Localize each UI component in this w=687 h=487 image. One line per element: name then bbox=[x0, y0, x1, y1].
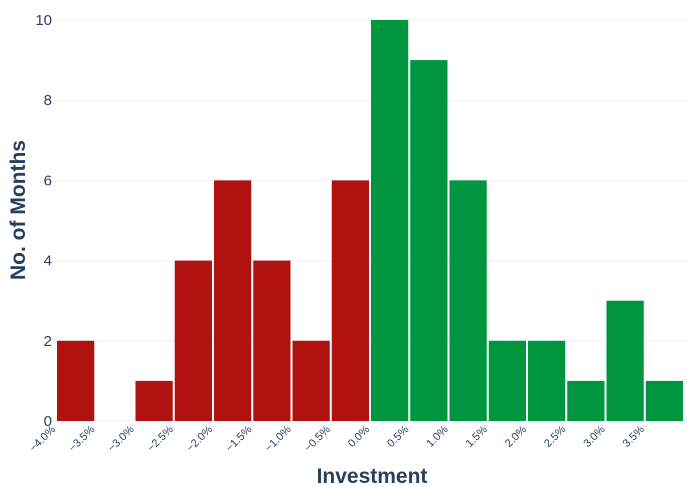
y-tick-label: 10 bbox=[35, 12, 52, 29]
x-tick-label: 3.5% bbox=[621, 423, 647, 449]
bar-negative-4 bbox=[174, 260, 212, 421]
bar-negative-5 bbox=[214, 180, 252, 421]
x-tick-label: −1.5% bbox=[224, 423, 255, 454]
x-axis-ticks: −4.0% −3.5% −3.0% −2.5% −2.0% −1.5% −1.0% −0.5%… bbox=[27, 423, 647, 454]
y-tick-label: 4 bbox=[44, 253, 52, 270]
x-tick-label: 1.5% bbox=[464, 423, 490, 449]
x-tick-label: −2.0% bbox=[184, 423, 215, 454]
x-tick-label: 0.5% bbox=[385, 423, 411, 449]
x-tick-label: −3.5% bbox=[67, 423, 98, 454]
bar-positive-6 bbox=[606, 300, 644, 421]
x-tick-label: 0.0% bbox=[346, 423, 372, 449]
y-tick-label: 6 bbox=[44, 172, 52, 189]
x-tick-label: 3.0% bbox=[581, 423, 607, 449]
y-axis-ticks: 0 2 4 6 8 10 bbox=[35, 12, 52, 430]
bar-positive-2 bbox=[449, 180, 487, 421]
bar-positive-7 bbox=[645, 380, 683, 421]
x-tick-label: 1.0% bbox=[424, 423, 450, 449]
y-tick-label: 8 bbox=[44, 92, 52, 109]
x-axis-title: Investment bbox=[317, 465, 428, 487]
bar-positive-3 bbox=[488, 340, 526, 421]
x-tick-label: −1.0% bbox=[263, 423, 294, 454]
bar-negative-3 bbox=[135, 380, 173, 421]
y-tick-label: 0 bbox=[44, 413, 52, 430]
bar-negative-6 bbox=[253, 260, 291, 421]
bar-positive-0 bbox=[371, 20, 409, 421]
x-tick-label: −0.5% bbox=[302, 423, 333, 454]
y-tick-label: 2 bbox=[44, 333, 52, 350]
x-tick-label: −2.5% bbox=[145, 423, 176, 454]
bar-negative-7 bbox=[292, 340, 330, 421]
bar-negative-1 bbox=[57, 340, 95, 421]
y-axis-title: No. of Months bbox=[7, 140, 30, 280]
bar-positive-1 bbox=[410, 60, 448, 421]
x-tick-label: 2.0% bbox=[503, 423, 529, 449]
x-tick-label: 2.5% bbox=[542, 423, 568, 449]
bar-positive-5 bbox=[567, 380, 605, 421]
x-tick-label: −3.0% bbox=[106, 423, 137, 454]
bar-positive-4 bbox=[528, 340, 566, 421]
bar-negative-8 bbox=[331, 180, 369, 421]
bars bbox=[57, 20, 683, 421]
